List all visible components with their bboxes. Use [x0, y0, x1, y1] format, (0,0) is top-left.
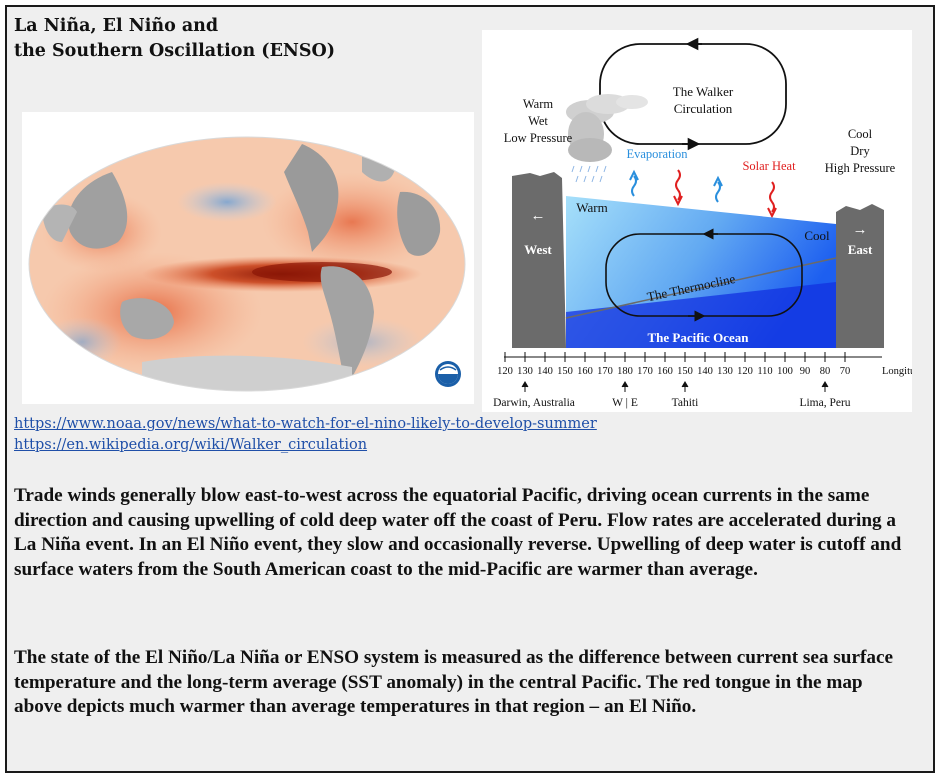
solar-heat-label: Solar Heat: [742, 159, 796, 173]
title-line-2: the Southern Oscillation (ENSO): [14, 41, 336, 61]
longitude-tick-label: 180: [617, 366, 633, 377]
evaporation-arrow-icon-2: [715, 181, 721, 203]
longitude-tick-label: 110: [757, 366, 772, 377]
sst-map-graphic: [28, 136, 466, 392]
ocean-label: The Pacific Ocean: [647, 330, 749, 345]
west-label: West: [524, 242, 552, 257]
left-climate-1: Warm: [523, 97, 554, 111]
walker-label-1: The Walker: [673, 84, 734, 99]
source-links: https://www.noaa.gov/news/what-to-watch-…: [14, 414, 597, 456]
cool-label: Cool: [804, 228, 830, 243]
evaporation-arrow-icon: [631, 175, 637, 197]
noaa-logo-icon: [435, 361, 461, 387]
solar-heat-arrow-icon-2: [769, 181, 775, 213]
place-tahiti: Tahiti: [672, 397, 699, 409]
right-climate-1: Cool: [848, 127, 873, 141]
enso-state-paragraph: The state of the El Niño/La Niña or ENSO…: [14, 647, 893, 717]
longitude-tick-label: 160: [657, 366, 673, 377]
solar-heat-arrow-icon: [675, 169, 681, 201]
longitude-label: Longitude: [882, 366, 912, 377]
longitude-tick-label: 140: [697, 366, 713, 377]
longitude-tick-label: 130: [517, 366, 533, 377]
place-darwin: Darwin, Australia: [493, 397, 575, 409]
longitude-tick-label: 170: [597, 366, 613, 377]
longitude-tick-label: 140: [537, 366, 553, 377]
left-climate-2: Wet: [528, 114, 548, 128]
west-land: [512, 172, 566, 348]
longitude-tick-label: 120: [737, 366, 753, 377]
left-climate-3: Low Pressure: [504, 131, 573, 145]
right-climate-2: Dry: [850, 144, 870, 158]
walker-circulation-diagram: The Walker Circulation Warm Wet Low Pres…: [482, 30, 925, 412]
slide-title: La Niña, El Niño and the Southern Oscill…: [14, 14, 335, 64]
walker-diagram-graphic: The Walker Circulation Warm Wet Low Pres…: [493, 37, 925, 409]
longitude-tick-label: 130: [717, 366, 733, 377]
noaa-source-link[interactable]: https://www.noaa.gov/news/what-to-watch-…: [14, 416, 597, 432]
longitude-tick-label: 100: [777, 366, 793, 377]
longitude-tick-label: 160: [577, 366, 593, 377]
longitude-tick-label: 90: [800, 366, 811, 377]
title-line-1: La Niña, El Niño and: [14, 16, 219, 36]
east-land: [836, 204, 884, 348]
longitude-tick-label: 80: [820, 366, 831, 377]
place-lima: Lima, Peru: [799, 397, 850, 409]
longitude-tick-label: 120: [497, 366, 513, 377]
thermocline-line: [565, 257, 837, 319]
west-arrow-icon: ←: [531, 208, 546, 224]
evaporation-label: Evaporation: [626, 147, 688, 161]
longitude-tick-label: 150: [557, 366, 573, 377]
longitude-tick-label: 150: [677, 366, 693, 377]
longitude-tick-label: 170: [637, 366, 653, 377]
storm-cloud-icon: [566, 94, 648, 183]
east-arrow-icon: →: [853, 222, 868, 238]
right-climate-3: High Pressure: [825, 161, 896, 175]
longitude-tick-label: 70: [840, 366, 851, 377]
sst-anomaly-map: [22, 112, 474, 404]
longitude-ticks: 120 130 140 150 160 170 180 170 160 150 140 130 120 1…: [497, 352, 850, 377]
walker-label-2: Circulation: [674, 101, 733, 116]
east-label: East: [848, 242, 873, 257]
place-dateline: W | E: [612, 397, 638, 409]
wikipedia-source-link[interactable]: https://en.wikipedia.org/wiki/Walker_cir…: [14, 437, 368, 453]
warm-label: Warm: [576, 200, 607, 215]
trade-winds-paragraph: Trade winds generally blow east-to-west …: [14, 485, 902, 580]
